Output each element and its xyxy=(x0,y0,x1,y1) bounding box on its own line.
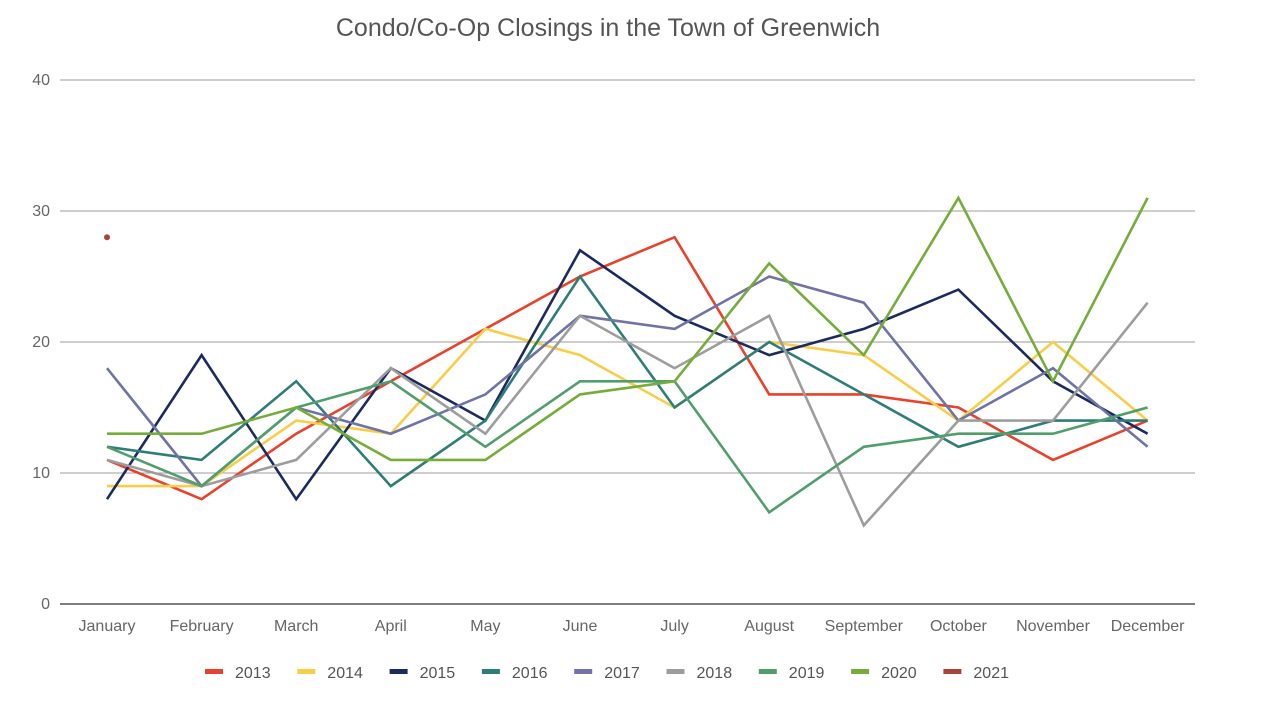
x-tick-label: May xyxy=(470,618,500,635)
series-2019 xyxy=(106,379,1148,515)
series-2015 xyxy=(105,248,1149,502)
series-2020 xyxy=(107,195,1149,462)
legend-item-2015: 2015 xyxy=(389,665,456,682)
x-tick-label: August xyxy=(744,618,794,635)
x-tick-label: October xyxy=(930,618,988,635)
legend-swatch xyxy=(205,669,223,674)
y-tick-label: 0 xyxy=(41,596,50,613)
legend-label: 2021 xyxy=(973,665,1009,682)
series-line-2018 xyxy=(106,301,1149,528)
legend-swatch xyxy=(297,669,316,674)
legend-label: 2017 xyxy=(604,665,640,682)
legend-label: 2019 xyxy=(789,665,825,682)
x-tick-label: April xyxy=(375,618,407,635)
legend-label: 2016 xyxy=(512,665,548,682)
x-tick-label: November xyxy=(1016,618,1090,635)
legend-label: 2015 xyxy=(420,665,456,682)
legend-swatch xyxy=(943,669,962,674)
legend-item-2013: 2013 xyxy=(205,665,271,682)
y-tick-label: 10 xyxy=(32,465,50,482)
x-tick-label: September xyxy=(825,618,904,635)
legend-label: 2018 xyxy=(697,665,733,682)
legend-item-2019: 2019 xyxy=(758,665,825,682)
legend-swatch xyxy=(574,669,593,674)
legend-item-2016: 2016 xyxy=(481,665,548,682)
x-axis-ticks: January February March April May June July Augu… xyxy=(79,618,1186,635)
series-lines xyxy=(104,195,1149,528)
legend-swatch xyxy=(666,669,685,674)
legend-label: 2014 xyxy=(327,665,363,682)
y-tick-label: 30 xyxy=(32,203,50,220)
x-tick-label: June xyxy=(563,618,598,635)
series-2021 xyxy=(104,234,110,241)
legend-item-2018: 2018 xyxy=(666,665,733,682)
series-2013 xyxy=(106,235,1149,501)
legend-item-2017: 2017 xyxy=(574,665,640,682)
legend-label: 2013 xyxy=(235,665,271,682)
x-tick-label: July xyxy=(660,618,688,635)
x-tick-label: December xyxy=(1111,618,1185,635)
legend-swatch xyxy=(481,669,500,674)
chart-title: Condo/Co-Op Closings in the Town of Gree… xyxy=(336,14,880,42)
series-line-2013 xyxy=(106,235,1149,501)
x-tick-label: February xyxy=(170,618,234,635)
legend-item-2020: 2020 xyxy=(851,665,917,682)
series-line-2019 xyxy=(106,379,1148,515)
series-line-2015 xyxy=(105,248,1149,502)
y-tick-label: 40 xyxy=(32,72,50,89)
legend-item-2021: 2021 xyxy=(943,665,1009,682)
legend-item-2014: 2014 xyxy=(297,665,363,682)
x-tick-label: January xyxy=(79,618,136,635)
series-line-2020 xyxy=(107,195,1149,462)
legend-swatch xyxy=(758,669,777,674)
legend: 2013 2014 2015 2016 2017 2018 2019 2020 2021 xyxy=(205,665,1009,682)
series-2018 xyxy=(106,301,1149,528)
legend-swatch xyxy=(389,669,408,674)
y-axis-ticks: 0 10 20 30 40 xyxy=(32,72,50,613)
legend-swatch xyxy=(851,669,870,674)
legend-label: 2020 xyxy=(881,665,917,682)
x-tick-label: March xyxy=(274,618,318,635)
y-tick-label: 20 xyxy=(32,334,50,351)
data-point-2021 xyxy=(104,234,110,241)
